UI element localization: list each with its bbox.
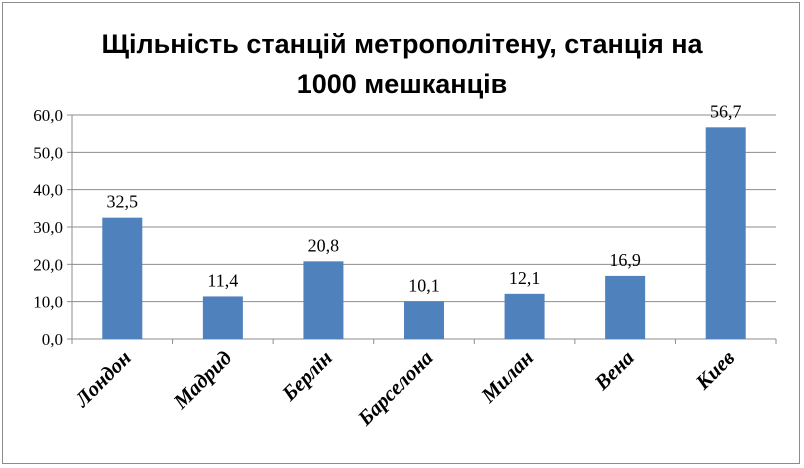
category-label: Милан (476, 346, 538, 408)
data-label: 16,9 (609, 250, 641, 270)
bar (504, 293, 545, 339)
bar (605, 275, 646, 339)
data-label: 10,1 (408, 275, 440, 295)
y-tick-label: 30,0 (33, 218, 63, 237)
category-label: Берлін (276, 346, 337, 407)
bar (102, 217, 143, 339)
y-tick-label: 10,0 (33, 293, 63, 312)
y-tick-label: 20,0 (33, 255, 63, 274)
data-label: 56,7 (710, 101, 742, 121)
y-tick-label: 0,0 (42, 330, 63, 349)
y-tick-label: 40,0 (33, 181, 63, 200)
category-label: Мадрид (168, 346, 237, 415)
bar (303, 261, 344, 339)
bar (202, 296, 243, 339)
category-label: Вена (589, 346, 639, 396)
data-label: 32,5 (107, 192, 139, 212)
chart-title: Щільність станцій метрополітену, станція… (0, 24, 804, 104)
data-label: 20,8 (308, 235, 340, 255)
category-label: Барселона (352, 346, 437, 431)
y-tick-label: 50,0 (33, 143, 63, 162)
category-label: Лондон (69, 346, 136, 413)
chart-title-line-1: Щільність станцій метрополітену, станція… (101, 29, 703, 59)
bar (404, 301, 444, 339)
category-label: Киев (690, 345, 740, 395)
bar (705, 127, 746, 339)
data-label: 12,1 (509, 268, 541, 288)
data-label: 11,4 (207, 270, 238, 290)
y-tick-label: 60,0 (33, 106, 63, 125)
chart-title-line-2: 1000 мешканців (296, 69, 508, 99)
